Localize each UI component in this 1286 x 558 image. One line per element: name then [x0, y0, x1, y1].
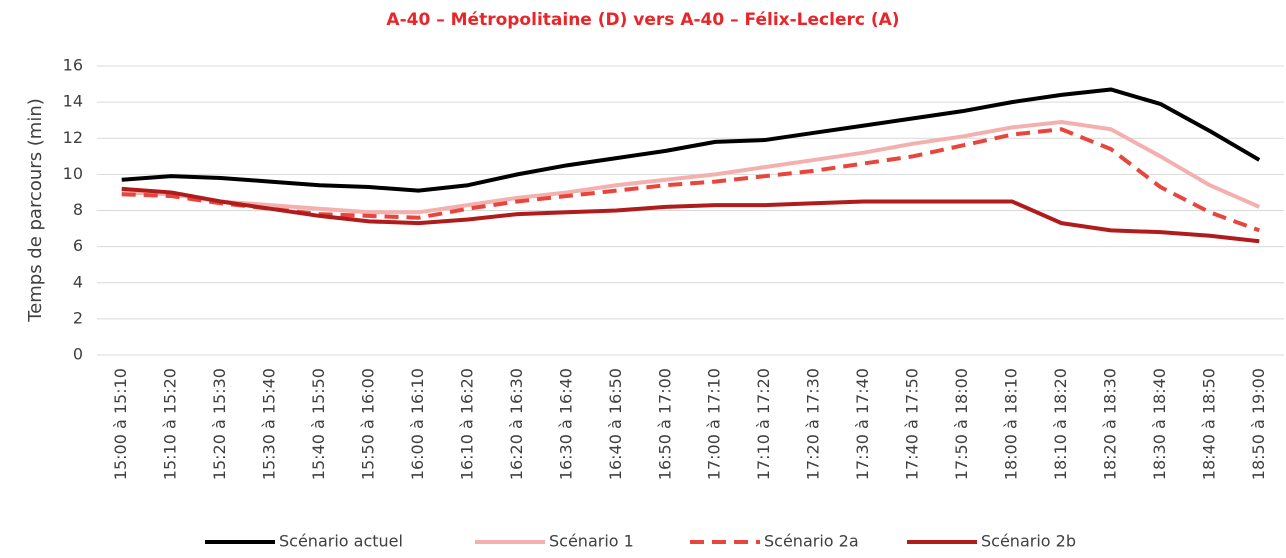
x-tick-label: 15:50 à 16:00 — [359, 368, 378, 480]
x-tick-label: 18:00 à 18:10 — [1001, 368, 1020, 480]
x-tick-label: 15:10 à 15:20 — [161, 368, 180, 480]
x-tick-label: 15:20 à 15:30 — [210, 368, 229, 480]
y-tick-label: 14 — [63, 92, 83, 111]
y-axis-label: Temps de parcours (min) — [25, 98, 46, 323]
x-tick-label: 17:50 à 18:00 — [952, 368, 971, 480]
x-tick-label: 15:30 à 15:40 — [260, 368, 279, 480]
x-tick-label: 16:50 à 17:00 — [655, 368, 674, 480]
x-tick-label: 15:40 à 15:50 — [309, 368, 328, 480]
x-tick-label: 18:20 à 18:30 — [1100, 368, 1119, 480]
x-tick-label: 18:30 à 18:40 — [1150, 368, 1169, 480]
y-tick-label: 10 — [63, 164, 83, 183]
x-tick-label: 16:40 à 16:50 — [606, 368, 625, 480]
x-tick-label: 15:00 à 15:10 — [111, 368, 130, 480]
legend-label: Scénario 2b — [981, 532, 1076, 551]
y-tick-label: 12 — [63, 128, 83, 147]
x-tick-label: 18:50 à 19:00 — [1249, 368, 1268, 480]
series-line — [121, 119, 1261, 215]
y-tick-label: 16 — [63, 56, 83, 75]
chart-title: A-40 – Métropolitaine (D) vers A-40 – Fé… — [386, 10, 899, 30]
x-tick-label: 16:30 à 16:40 — [556, 368, 575, 480]
y-tick-label: 2 — [73, 308, 83, 327]
x-tick-label: 16:20 à 16:30 — [507, 368, 526, 480]
series-line — [121, 127, 1260, 233]
series-line — [121, 87, 1261, 193]
y-tick-label: 8 — [73, 200, 83, 219]
x-tick-label: 17:10 à 17:20 — [754, 368, 773, 480]
y-tick-label: 6 — [73, 236, 83, 255]
x-tick-label: 16:00 à 16:10 — [408, 368, 427, 480]
legend-label: Scénario actuel — [279, 532, 403, 551]
legend-label: Scénario 1 — [549, 532, 634, 551]
x-tick-label: 18:40 à 18:50 — [1199, 368, 1218, 480]
y-tick-label: 0 — [73, 345, 83, 364]
series-line — [121, 186, 1260, 244]
legend-label: Scénario 2a — [764, 532, 859, 551]
x-tick-label: 18:10 à 18:20 — [1051, 368, 1070, 480]
x-tick-label: 17:30 à 17:40 — [853, 368, 872, 480]
y-tick-label: 4 — [73, 272, 83, 291]
x-tick-label: 17:20 à 17:30 — [804, 368, 823, 480]
x-tick-label: 17:00 à 17:10 — [705, 368, 724, 480]
x-tick-label: 17:40 à 17:50 — [903, 368, 922, 480]
x-tick-label: 16:10 à 16:20 — [457, 368, 476, 480]
